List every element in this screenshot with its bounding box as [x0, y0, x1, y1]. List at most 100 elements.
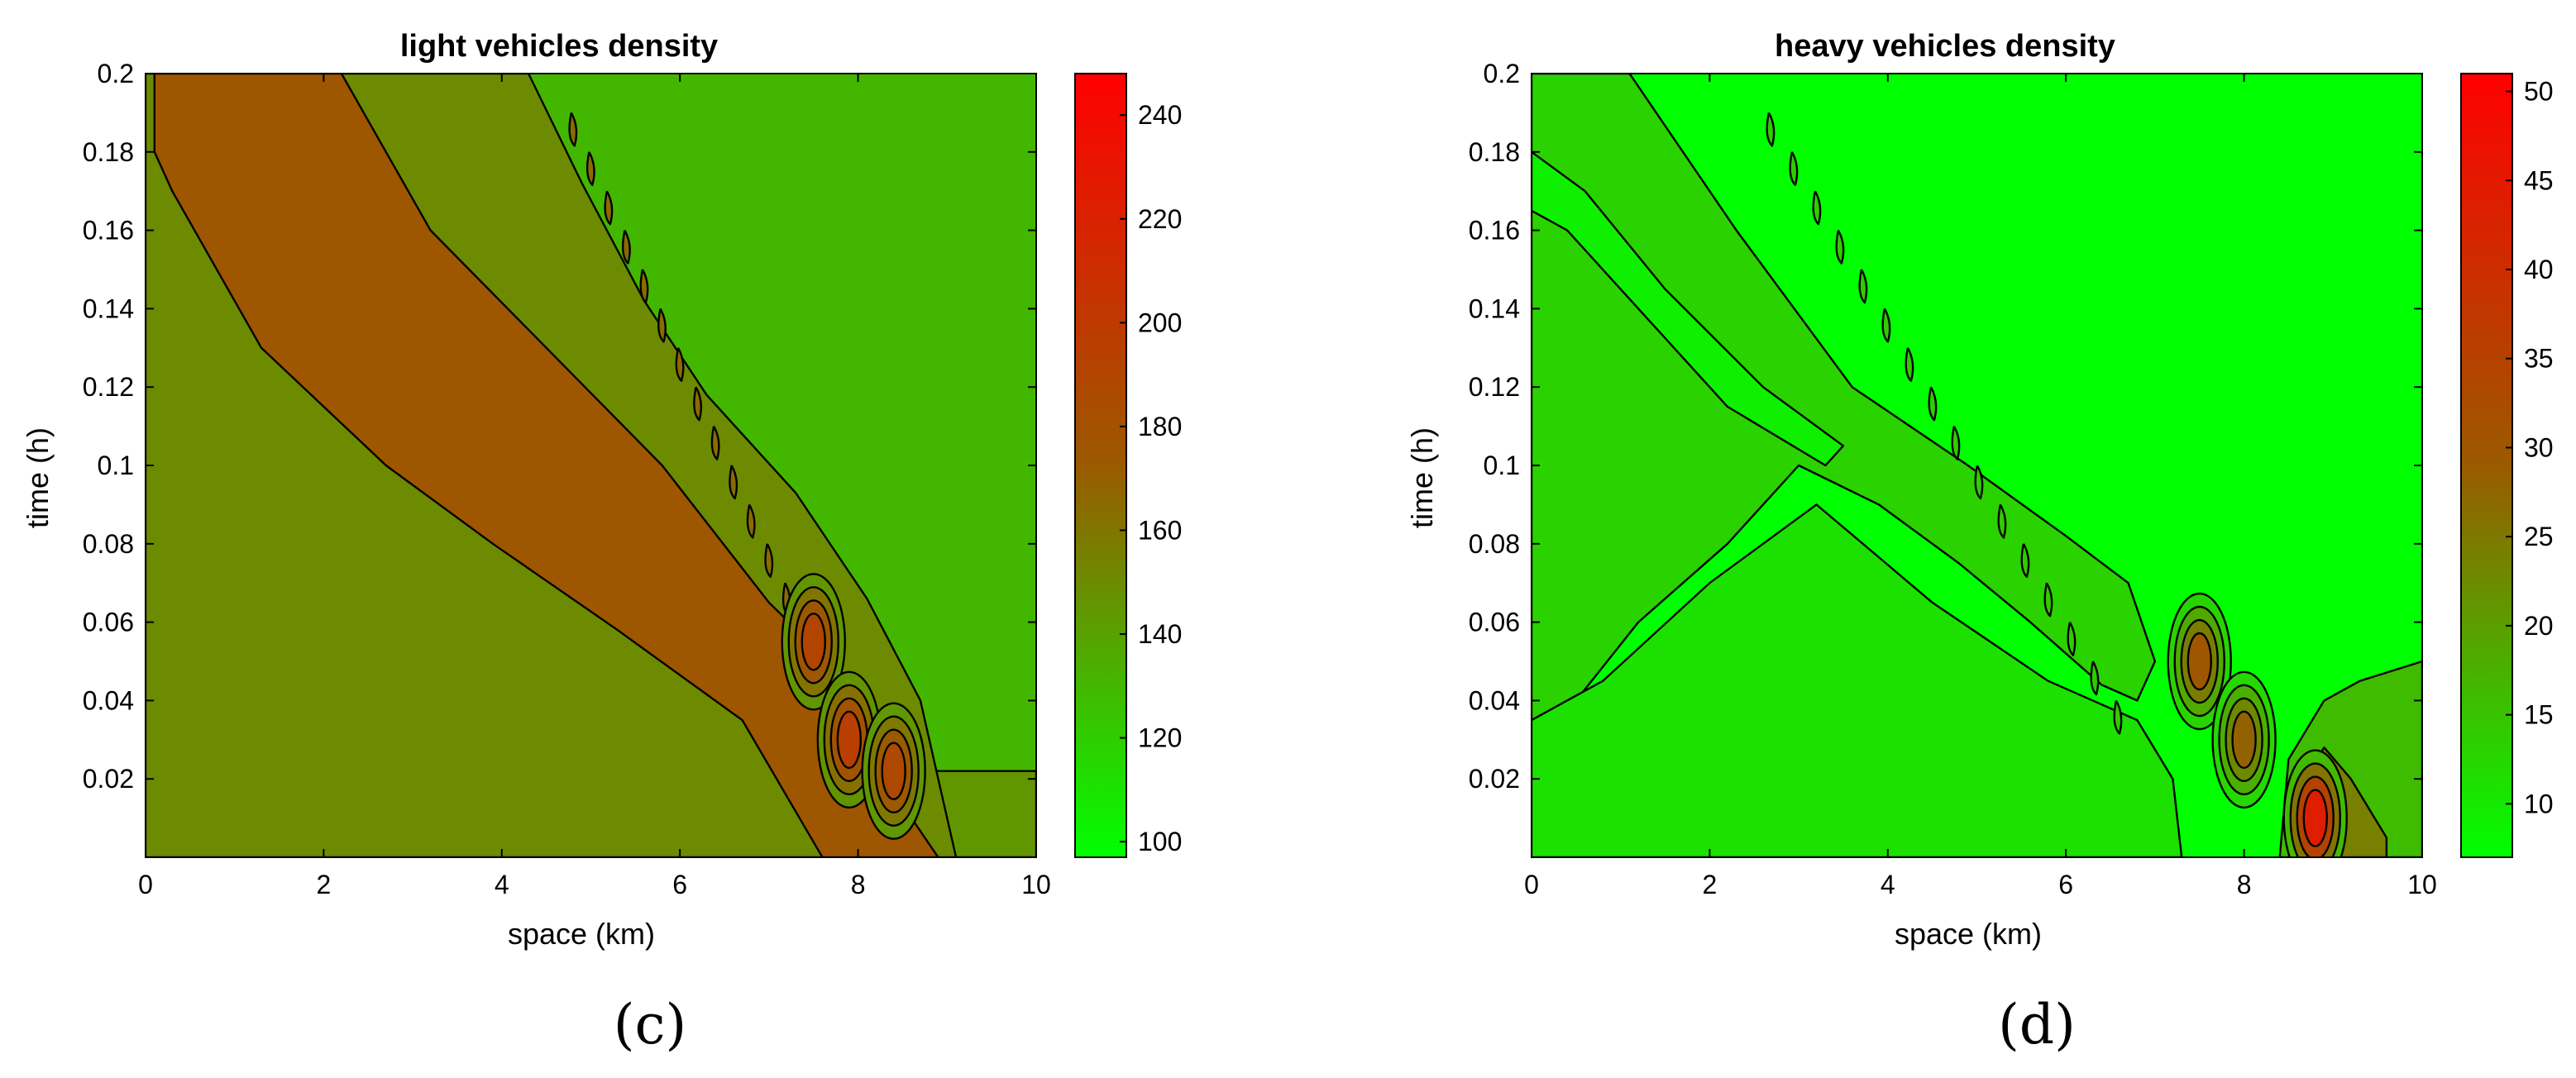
oscillation-finger — [1881, 308, 1891, 343]
oscillation-finger — [729, 465, 738, 500]
colorbar-tick-label: 15 — [2524, 700, 2554, 730]
oscillation-finger — [2113, 699, 2123, 735]
y-tick-label: 0.14 — [1469, 293, 1520, 323]
y-tick-label: 0.2 — [98, 59, 134, 88]
y-tick-label: 0.18 — [83, 137, 134, 167]
oscillation-finger — [1766, 112, 1775, 147]
oscillation-finger — [639, 269, 649, 304]
x-tick-label: 4 — [1881, 870, 1895, 899]
oscillation-finger — [746, 503, 756, 539]
y-tick-label: 0.1 — [98, 451, 134, 480]
oscillation-finger — [1997, 503, 2007, 539]
peak-contour — [881, 742, 906, 800]
contour-region — [1532, 74, 2157, 722]
y-axis-label: time (h) — [1405, 427, 1439, 528]
y-tick-label: 0.06 — [1469, 608, 1520, 637]
colorbar-tick-label: 140 — [1138, 619, 1182, 649]
oscillation-finger — [1951, 426, 1961, 460]
contour-region — [153, 74, 939, 857]
colorbar-tick-label: 120 — [1138, 723, 1182, 753]
y-tick-label: 0.12 — [1469, 372, 1520, 402]
oscillation-finger — [1928, 386, 1938, 422]
oscillation-finger — [1789, 151, 1799, 186]
colorbar-tick-label: 220 — [1138, 204, 1182, 234]
panel-label: (d) — [1998, 993, 2076, 1057]
y-axis-ticks: 0.02 0.04 0.06 0.08 0.1 0.12 0.14 0.16 0.18 0.2 — [1469, 59, 2422, 794]
oscillation-finger — [657, 308, 667, 343]
oscillation-finger — [2067, 622, 2077, 656]
x-tick-label: 2 — [317, 870, 332, 899]
oscillation-finger — [2090, 661, 2100, 696]
y-tick-label: 0.06 — [83, 608, 134, 637]
colorbar-tick-label: 10 — [2524, 789, 2554, 818]
colorbar-tick-label: 200 — [1138, 308, 1182, 337]
colorbar-tick-label: 240 — [1138, 100, 1182, 130]
oscillation-finger — [693, 386, 703, 422]
oscillation-finger — [710, 426, 720, 460]
x-tick-label: 6 — [672, 870, 687, 899]
panel-label: (c) — [614, 993, 686, 1057]
colorbar: 100 120 140 160 180 200 220 240 — [1074, 73, 1182, 858]
y-tick-label: 0.08 — [1469, 529, 1520, 559]
chart-title: heavy vehicles density — [1775, 29, 2115, 64]
oscillation-finger — [604, 190, 614, 226]
oscillation-finger — [621, 230, 631, 265]
oscillation-finger — [1974, 465, 1984, 500]
oscillation-finger — [1835, 230, 1845, 265]
peak-contour — [2231, 710, 2257, 769]
y-tick-label: 0.2 — [1484, 59, 1520, 88]
colorbar: 10 15 20 25 30 35 40 45 50 — [2460, 73, 2554, 858]
x-axis-label: space (km) — [508, 917, 655, 951]
x-tick-label: 10 — [2407, 870, 2437, 899]
peak-contour — [801, 613, 826, 671]
oscillation-finger — [568, 112, 578, 147]
peak-contour — [2302, 789, 2328, 847]
contour-plot — [145, 73, 1037, 858]
colorbar-tick-label: 160 — [1138, 515, 1182, 545]
x-tick-label: 8 — [2237, 870, 2252, 899]
y-tick-label: 0.18 — [1469, 137, 1520, 167]
oscillation-finger — [1858, 269, 1868, 304]
oscillation-finger — [2020, 543, 2030, 578]
oscillation-finger — [1905, 347, 1914, 382]
y-tick-label: 0.02 — [1469, 764, 1520, 794]
contour-region — [1532, 150, 1845, 467]
peak-contour — [836, 710, 863, 769]
y-tick-label: 0.12 — [83, 372, 134, 402]
y-tick-label: 0.14 — [83, 293, 134, 323]
y-tick-label: 0.02 — [83, 764, 134, 794]
x-tick-label: 2 — [1703, 870, 1718, 899]
oscillation-finger — [675, 347, 685, 382]
chart-title: light vehicles density — [400, 29, 718, 64]
oscillation-finger — [764, 543, 774, 578]
colorbar-tick-label: 20 — [2524, 611, 2554, 641]
contour-region — [1532, 503, 2183, 857]
colorbar-gradient — [2460, 73, 2513, 858]
colorbar-tick-label: 180 — [1138, 412, 1182, 441]
oscillation-finger — [585, 151, 595, 186]
colorbar-tick-label: 30 — [2524, 432, 2554, 462]
oscillation-finger — [1812, 190, 1822, 226]
x-tick-label: 0 — [1524, 870, 1539, 899]
x-tick-label: 10 — [1021, 870, 1051, 899]
colorbar-tick-label: 50 — [2524, 77, 2554, 107]
x-tick-label: 4 — [495, 870, 509, 899]
oscillation-finger — [2043, 582, 2053, 618]
x-tick-label: 6 — [2058, 870, 2073, 899]
colorbar-tick-label: 40 — [2524, 255, 2554, 284]
colorbar-tick-label: 35 — [2524, 344, 2554, 374]
y-tick-label: 0.04 — [83, 685, 134, 715]
colorbar-tick-label: 45 — [2524, 165, 2554, 195]
y-axis-label: time (h) — [21, 427, 55, 528]
y-axis-ticks: 0.02 0.04 0.06 0.08 0.1 0.12 0.14 0.16 0.18 0.2 — [83, 59, 1036, 794]
colorbar-tick-label: 25 — [2524, 522, 2554, 551]
y-tick-label: 0.04 — [1469, 685, 1520, 715]
peak-contour — [2186, 632, 2212, 691]
colorbar-tick-label: 100 — [1138, 827, 1182, 856]
light-density-panel: light vehicles density 0 2 4 6 8 10 0.020.040… — [21, 29, 1182, 1057]
x-tick-label: 0 — [138, 870, 153, 899]
y-tick-label: 0.1 — [1484, 451, 1520, 480]
y-tick-label: 0.08 — [83, 529, 134, 559]
y-tick-label: 0.16 — [83, 216, 134, 246]
